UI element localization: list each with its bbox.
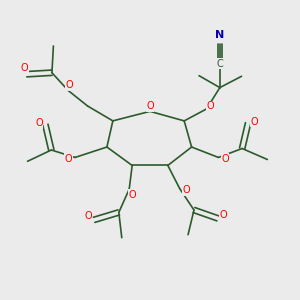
Text: O: O — [182, 185, 190, 195]
Text: O: O — [221, 154, 229, 164]
Text: O: O — [250, 117, 258, 127]
Text: O: O — [206, 101, 214, 111]
Text: C: C — [217, 59, 223, 69]
Text: O: O — [128, 190, 136, 200]
Text: O: O — [84, 211, 92, 221]
Text: O: O — [146, 101, 154, 111]
Text: O: O — [20, 63, 28, 73]
Text: O: O — [220, 210, 227, 220]
Text: O: O — [65, 80, 73, 90]
Text: O: O — [65, 154, 72, 164]
Text: N: N — [215, 30, 224, 40]
Text: O: O — [35, 118, 43, 128]
